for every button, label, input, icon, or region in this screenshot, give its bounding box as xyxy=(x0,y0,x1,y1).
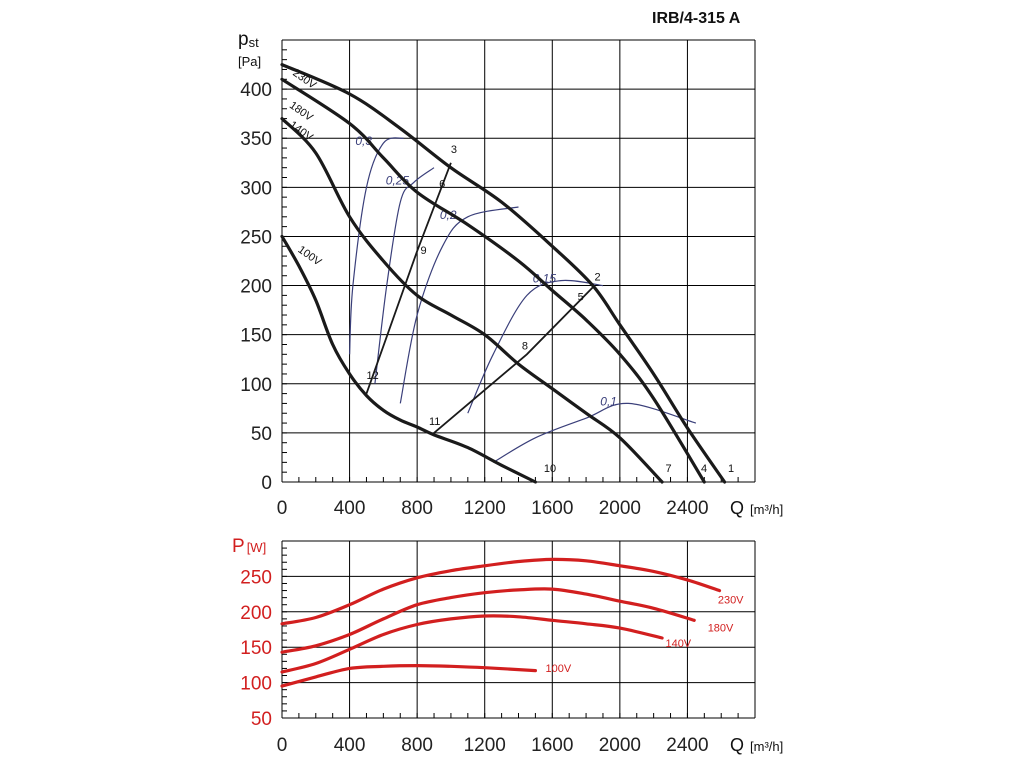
power-curve-180V xyxy=(280,587,696,654)
chart-title: IRB/4-315 A xyxy=(652,10,741,27)
x-axis-label: Q xyxy=(730,498,744,518)
x-tick-label: 1200 xyxy=(464,735,506,756)
x-tick-label: 400 xyxy=(334,498,366,519)
y-tick-label: 300 xyxy=(240,178,272,199)
series-label: 100V xyxy=(546,663,572,675)
y-axis-label-main: p xyxy=(238,29,249,50)
efficiency-curve xyxy=(374,167,435,384)
y-axis-label: P [W] xyxy=(232,536,266,557)
x-tick-label: 400 xyxy=(334,735,366,756)
y-axis-label: pst xyxy=(238,29,259,50)
y-tick-label: 200 xyxy=(240,277,272,298)
y-axis-label-main: P xyxy=(232,536,245,557)
x-tick-label: 1200 xyxy=(464,498,506,519)
y-tick-label: 50 xyxy=(251,709,272,730)
point-label: 3 xyxy=(451,144,457,156)
y-tick-label: 100 xyxy=(240,375,272,396)
point-label: 12 xyxy=(366,370,378,382)
efficiency-curve xyxy=(492,402,697,463)
x-tick-label: 0 xyxy=(277,498,288,519)
x-axis-label: Q xyxy=(730,735,744,755)
efficiency-curve xyxy=(467,279,604,414)
point-label: 11 xyxy=(429,416,440,428)
y-axis-label-sub: st xyxy=(249,35,260,50)
point-label: 10 xyxy=(544,463,556,475)
efficiency-label: 0,1 xyxy=(600,394,617,408)
pressure-curve-140V xyxy=(280,117,664,484)
y-tick-label: 50 xyxy=(251,424,272,445)
pressure-curve-100V xyxy=(280,234,537,484)
power-curve-140V xyxy=(280,614,664,674)
pressure-chart: 0 50 100 150 200 250 300 350 400 0 400 800 1200 1600 2… xyxy=(238,29,783,519)
x-tick-label: 2000 xyxy=(599,735,641,756)
x-tick-label: 2400 xyxy=(666,498,708,519)
point-label: 6 xyxy=(439,178,445,190)
x-tick-label: 2400 xyxy=(666,735,708,756)
system-line xyxy=(365,162,452,394)
power-chart: 50 100 150 200 250 0 400 800 1200 1600 2000 2400 P [W… xyxy=(232,536,783,756)
x-tick-label: 1600 xyxy=(531,735,573,756)
point-label: 7 xyxy=(665,463,671,475)
y-tick-label: 100 xyxy=(240,674,272,695)
efficiency-curve xyxy=(399,206,519,404)
power-curve-100V xyxy=(280,664,537,688)
series-label: 180V xyxy=(287,99,315,124)
x-tick-label: 2000 xyxy=(599,498,641,519)
point-label: 5 xyxy=(578,291,584,303)
y-axis-unit: [Pa] xyxy=(238,54,261,69)
y-tick-label: 250 xyxy=(240,227,272,248)
y-tick-label: 0 xyxy=(261,473,272,494)
series-label: 230V xyxy=(718,594,744,606)
series-label: 140V xyxy=(665,638,691,650)
x-axis-unit: [m³/h] xyxy=(750,502,783,517)
y-axis-unit: [W] xyxy=(247,540,267,555)
series-label: 180V xyxy=(708,623,734,635)
efficiency-label: 0,15 xyxy=(533,272,557,286)
x-axis-unit: [m³/h] xyxy=(750,739,783,754)
power-curve-230V xyxy=(280,557,722,626)
y-tick-label: 400 xyxy=(240,80,272,101)
y-tick-label: 150 xyxy=(240,326,272,347)
pressure-curve-230V xyxy=(280,62,727,484)
y-tick-label: 250 xyxy=(240,567,272,588)
y-tick-label: 200 xyxy=(240,603,272,624)
pressure-curve-180V xyxy=(280,77,706,484)
series-label: 140V xyxy=(287,119,315,144)
x-tick-label: 1600 xyxy=(531,498,573,519)
y-tick-label: 150 xyxy=(240,638,272,659)
point-label: 4 xyxy=(701,463,707,475)
x-tick-label: 800 xyxy=(401,735,433,756)
point-label: 8 xyxy=(522,340,528,352)
y-tick-label: 350 xyxy=(240,129,272,150)
x-tick-label: 800 xyxy=(401,498,433,519)
point-label: 2 xyxy=(595,272,601,284)
efficiency-curve xyxy=(349,137,404,355)
point-label: 1 xyxy=(728,463,734,475)
point-label: 9 xyxy=(421,245,427,257)
efficiency-label: 0,25 xyxy=(386,173,410,187)
x-tick-label: 0 xyxy=(277,735,288,756)
efficiency-label: 0,3 xyxy=(355,134,372,148)
